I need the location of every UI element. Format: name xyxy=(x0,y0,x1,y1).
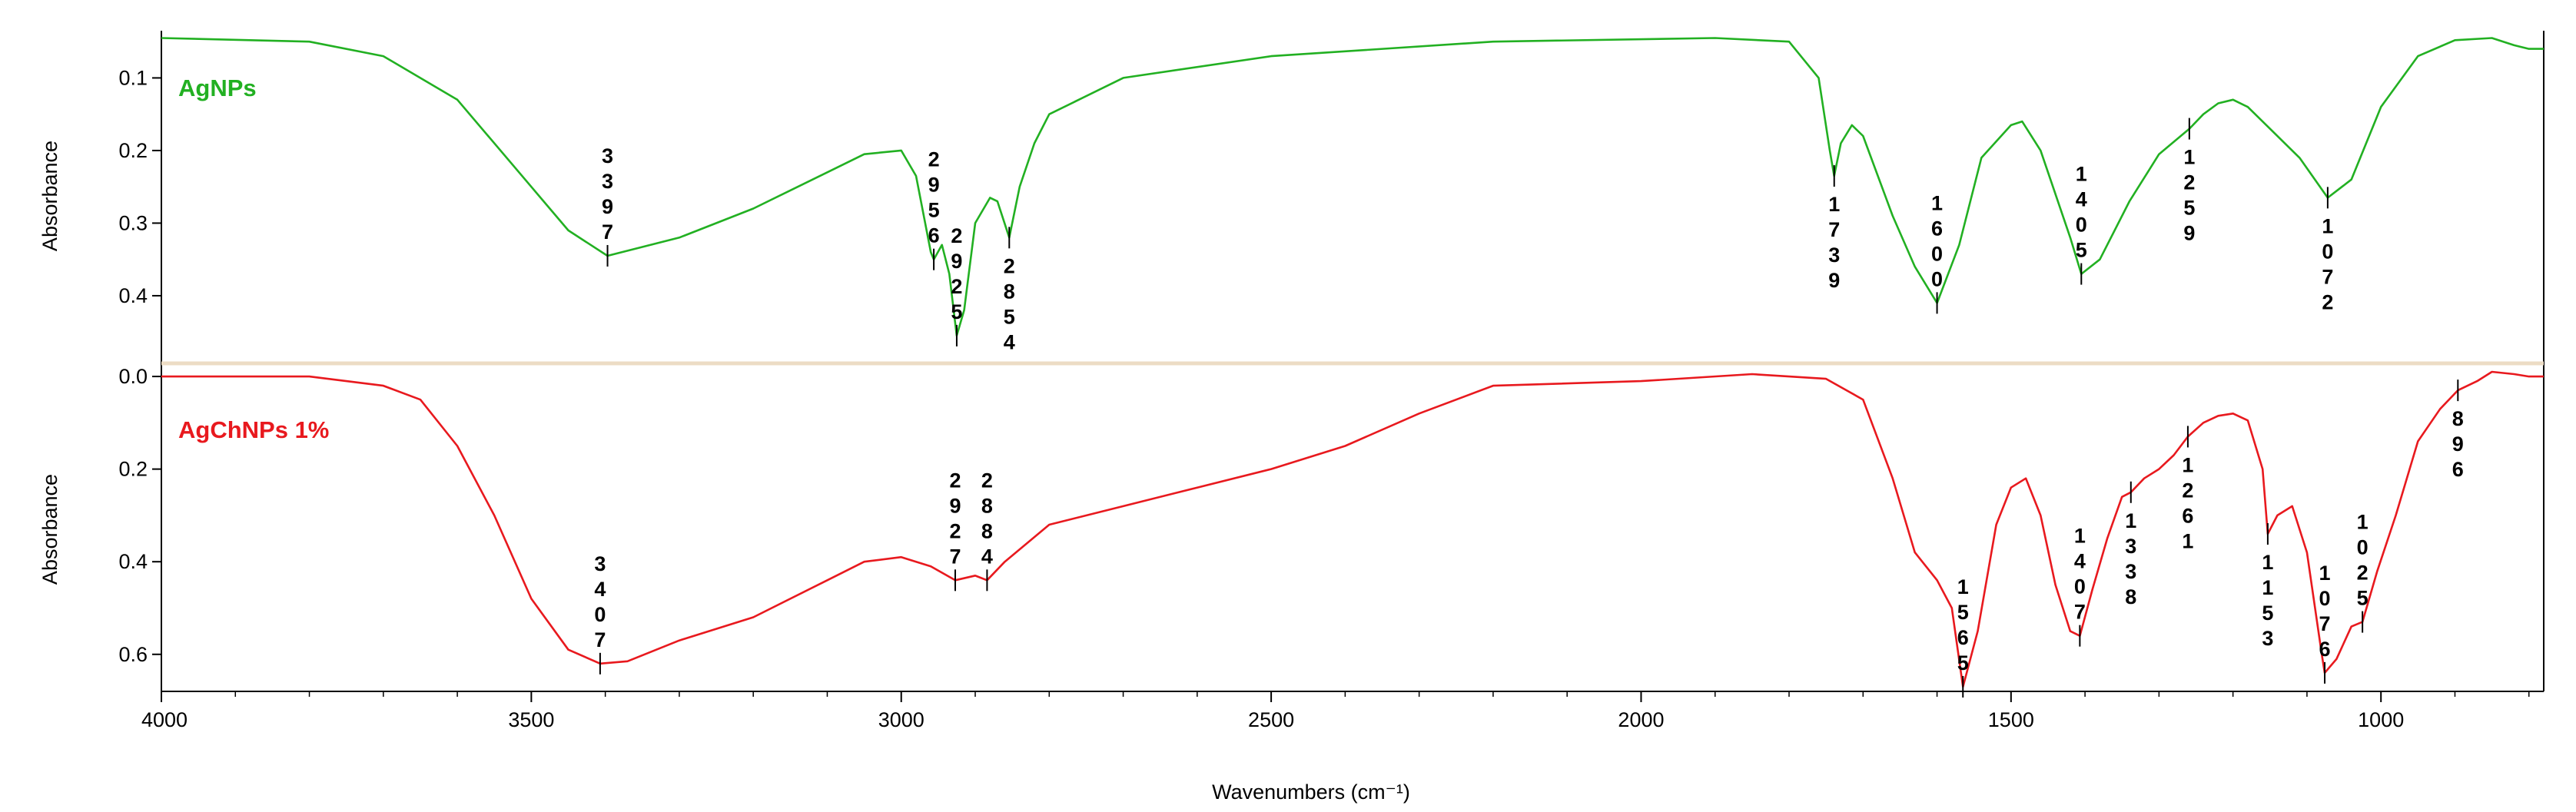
x-tick-label: 2500 xyxy=(1248,708,1294,731)
y-axis-label: Absorbance xyxy=(38,474,61,585)
y-axis-label: Absorbance xyxy=(38,141,61,251)
y-tick-label: 0.1 xyxy=(118,66,148,89)
x-tick-label: 4000 xyxy=(141,708,188,731)
x-tick-label: 1500 xyxy=(1988,708,2034,731)
y-tick-label: 0.4 xyxy=(118,284,148,307)
x-axis-label: Wavenumbers (cm⁻¹) xyxy=(1212,781,1410,804)
y-tick-label: 0.0 xyxy=(118,365,148,388)
y-tick-label: 0.4 xyxy=(118,550,148,573)
x-tick-label: 3500 xyxy=(508,708,554,731)
series-label-bottom: AgChNPs 1% xyxy=(178,416,329,443)
series-label-top: AgNPs xyxy=(178,75,257,101)
y-tick-label: 0.3 xyxy=(118,211,148,234)
plot-frame xyxy=(161,31,2544,692)
peak-annotations: 3 3 9 7 2 9 5 6 2 9 2 5 2 8 5 4 1 7 3 9 1 6 0 0 1 4 0 5 1 2 5 9 1 0 7 2 3 4 0 7… xyxy=(594,118,2464,698)
y-tick-label: 0.2 xyxy=(118,458,148,481)
series-line-bottom xyxy=(161,370,2544,688)
y-tick-label: 0.6 xyxy=(118,643,148,666)
x-tick-label: 3000 xyxy=(878,708,925,731)
x-tick-label: 1000 xyxy=(2358,708,2404,731)
axes: 4000 3500 3000 2500 2000 1500 1000 0.1 0.2 0.3 0.4… xyxy=(38,66,2530,731)
x-tick-label: 2000 xyxy=(1618,708,1664,731)
y-tick-label: 0.2 xyxy=(118,139,148,162)
